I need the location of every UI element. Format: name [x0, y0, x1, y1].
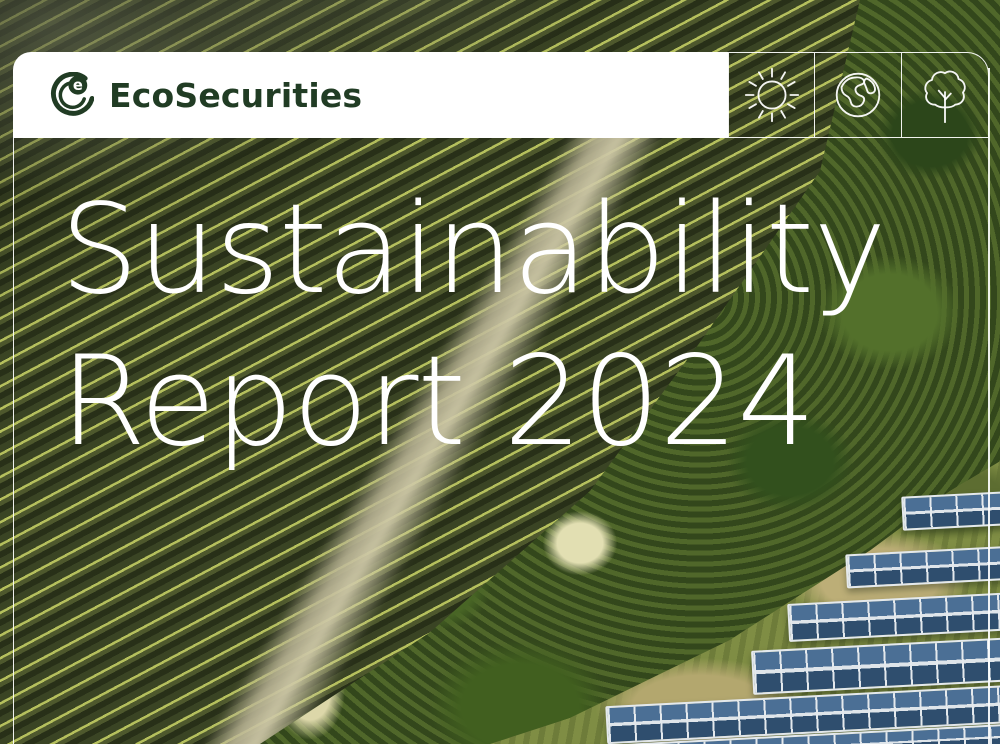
- header-bar: e EcoSecurities: [13, 52, 989, 138]
- title-line-2: Report 2024: [60, 330, 816, 474]
- earth-icon: [835, 72, 881, 118]
- tree-icon: [924, 70, 966, 124]
- frame-line-right: [987, 68, 990, 744]
- title-line-1: Sustainability: [60, 178, 887, 322]
- ecosecurities-logo-icon: e: [51, 71, 94, 116]
- tree-icon-cell: [902, 52, 989, 138]
- brand-name: EcoSecurities: [109, 75, 363, 115]
- frame-line-left: [12, 137, 15, 744]
- logo-letter: e: [73, 77, 83, 94]
- solar-panel-row: [901, 491, 1000, 531]
- sun-icon: [744, 67, 799, 123]
- brand-bar: e EcoSecurities: [13, 52, 728, 138]
- sun-icon-cell: [728, 52, 815, 138]
- earth-icon-cell: [815, 52, 902, 138]
- page-title: Sustainability Report 2024: [60, 174, 887, 478]
